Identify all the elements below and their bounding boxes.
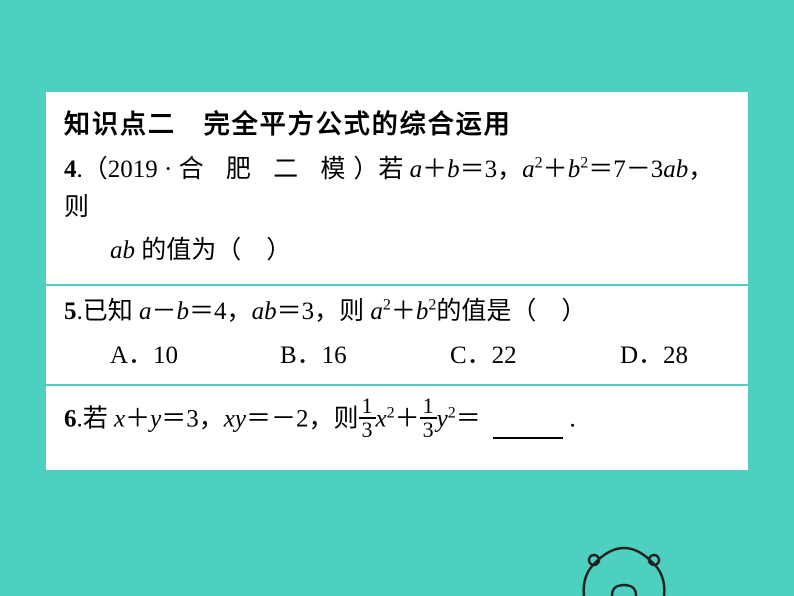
q6-then: ，则 (309, 406, 359, 433)
q6-blank (493, 437, 563, 439)
q4-a1: a (410, 156, 423, 183)
q6-y3: y (437, 406, 448, 433)
panel-q6: 6.若 x＋y＝3，xy＝－2，则13x2＋13y2＝ . (46, 386, 748, 470)
q4-l2-tail: 的值为（ (135, 237, 241, 264)
q5-a3: a (370, 298, 383, 325)
q4-source: （2019 · 合 肥 二 模） (83, 156, 379, 183)
q4-c1: ， (497, 156, 522, 183)
q4-sup2: 2 (580, 155, 588, 172)
q4-plus1: ＋ (422, 156, 447, 183)
q5-sup1: 2 (383, 297, 391, 314)
q6-line1: 6.若 x＋y＝3，xy＝－2，则13x2＋13y2＝ . (64, 398, 730, 444)
q5-v2: 3 (302, 298, 315, 325)
q5-v1: 4 (214, 298, 227, 325)
q5-minus: － (152, 298, 177, 325)
q5-choice-d: D．28 (620, 335, 688, 371)
q5-c1: ， (227, 298, 252, 325)
q6-plus2: ＋ (395, 406, 420, 433)
q6-if: 若 (83, 406, 108, 433)
q5-eq2: ＝ (277, 298, 302, 325)
q6-y2: y (235, 406, 246, 433)
q6-sup1: 2 (387, 404, 395, 421)
q4-v2: 7 (613, 156, 626, 183)
q6-eq2: ＝ (246, 406, 271, 433)
q6-sup2: 2 (448, 404, 456, 421)
panel-q5: 5.已知 a－b＝4，ab＝3，则 a2＋b2的值是（ ） A．10 B．16 … (46, 286, 748, 384)
q5-b2: b (264, 298, 277, 325)
q6-frac1-den: 3 (359, 419, 376, 441)
q5-plus: ＋ (391, 298, 416, 325)
q4-b2: b (568, 156, 581, 183)
q4-v3: 3 (651, 156, 664, 183)
q4-l2-b: b (123, 237, 136, 264)
q5-close: ） (561, 298, 586, 325)
q4-a3: a (663, 156, 676, 183)
q4-a2: a (522, 156, 535, 183)
q6-frac2-den: 3 (420, 419, 437, 441)
q6-x1: x (114, 406, 125, 433)
q5-line1: 5.已知 a－b＝4，ab＝3，则 a2＋b2的值是（ ） (64, 294, 730, 329)
panel-q4: 知识点二 完全平方公式的综合运用 4.（2019 · 合 肥 二 模）若 a＋b… (46, 92, 748, 284)
q5-b3: b (416, 298, 429, 325)
q6-plus1: ＋ (125, 406, 150, 433)
q4-line2: ab 的值为（ ） (64, 232, 730, 270)
q4-plus2: ＋ (543, 156, 568, 183)
section-heading: 知识点二 完全平方公式的综合运用 (64, 104, 730, 141)
q4-source-spaced: 合 肥 二 模 (179, 156, 354, 183)
q6-v2: －2 (271, 406, 309, 433)
q6-frac2-num: 1 (420, 395, 437, 419)
q4-b1: b (447, 156, 460, 183)
q5-b1: b (177, 298, 190, 325)
q5-number: 5 (64, 298, 77, 325)
q6-frac1-num: 1 (359, 395, 376, 419)
q5-then: ，则 (314, 298, 364, 325)
q4-minus: － (626, 156, 651, 183)
q4-number: 4 (64, 156, 77, 183)
q6-y1: y (150, 406, 161, 433)
q4-b3: b (676, 156, 689, 183)
q4-sup1: 2 (535, 155, 543, 172)
q5-choice-b: B．16 (280, 335, 450, 371)
q6-frac2: 13 (420, 395, 437, 441)
q5-known: 已知 (83, 298, 133, 325)
q6-number: 6 (64, 406, 77, 433)
q6-c1: ， (199, 406, 224, 433)
q4-if: 若 (378, 156, 403, 183)
q5-choice-c: C．22 (450, 335, 620, 371)
q6-eq3: ＝ (456, 406, 481, 433)
q4-line1: 4.（2019 · 合 肥 二 模）若 a＋b＝3，a2＋b2＝7－3ab，则 (64, 151, 730, 226)
q6-eq1: ＝ (161, 406, 186, 433)
q5-choice-a: A．10 (110, 335, 280, 371)
q5-tail: 的值是（ (436, 298, 536, 325)
q4-eq1: ＝ (460, 156, 485, 183)
cartoon-head-icon (574, 536, 674, 596)
q4-eq2: ＝ (588, 156, 613, 183)
q6-period: . (570, 406, 576, 433)
heading-topic: 完全平方公式的综合运用 (204, 109, 512, 139)
q5-eq1: ＝ (189, 298, 214, 325)
q6-x2: x (224, 406, 235, 433)
q4-l2-a: a (110, 237, 123, 264)
q5-a1: a (139, 298, 152, 325)
q6-x3: x (376, 406, 387, 433)
q5-a2: a (252, 298, 265, 325)
q4-l2-close: ） (266, 237, 291, 264)
q4-v1: 3 (485, 156, 498, 183)
q5-choices: A．10 B．16 C．22 D．28 (64, 335, 730, 371)
q6-frac1: 13 (359, 395, 376, 441)
q6-v1: 3 (186, 406, 199, 433)
heading-label: 知识点二 (64, 109, 176, 139)
